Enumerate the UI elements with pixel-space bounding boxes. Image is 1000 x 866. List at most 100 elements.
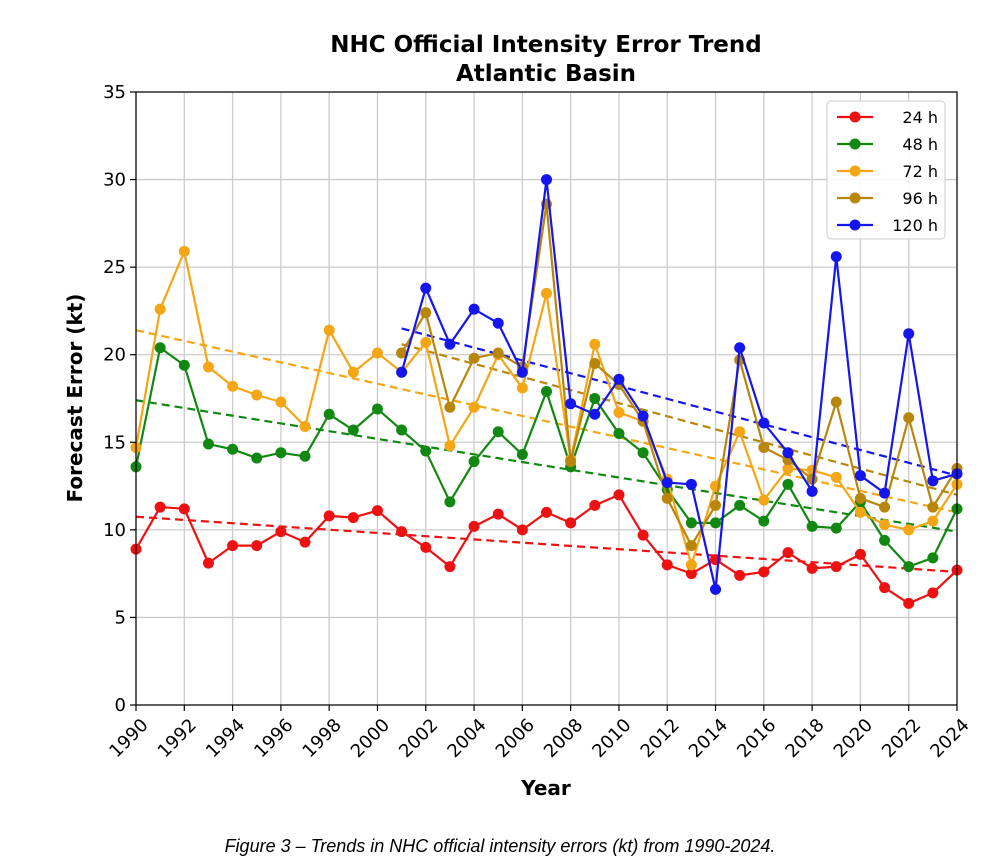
data-point	[927, 552, 939, 564]
data-point	[710, 583, 722, 595]
data-point	[589, 338, 601, 350]
data-point	[710, 517, 722, 529]
data-point	[854, 492, 866, 504]
data-point	[178, 359, 190, 371]
trend-line-2	[135, 329, 958, 514]
legend-item: 48 h	[837, 135, 938, 154]
y-axis-label: Forecast Error (kt)	[63, 294, 87, 503]
data-point	[251, 389, 263, 401]
x-tick-label: 2008	[540, 715, 587, 762]
x-tick-label: 2004	[443, 715, 490, 762]
x-tick-label: 2010	[588, 715, 635, 762]
data-point	[782, 463, 794, 475]
legend-label: 96 h	[902, 189, 938, 208]
legend-item: 72 h	[837, 162, 938, 181]
data-point	[420, 282, 432, 294]
legend-item: 24 h	[837, 108, 938, 127]
x-tick-label: 1998	[299, 715, 346, 762]
data-point	[758, 417, 770, 429]
y-tick-label: 25	[103, 257, 126, 278]
data-point	[903, 524, 915, 536]
data-point	[299, 450, 311, 462]
data-point	[661, 559, 673, 571]
data-point	[565, 456, 577, 468]
legend-swatch-marker	[849, 192, 861, 204]
intensity-error-chart: NHC Official Intensity Error Trend Atlan…	[63, 32, 974, 800]
data-point	[347, 512, 359, 524]
x-tick-label: 1992	[154, 715, 201, 762]
data-point	[251, 540, 263, 552]
data-point	[589, 357, 601, 369]
data-point	[323, 510, 335, 522]
data-point	[396, 366, 408, 378]
data-point	[396, 347, 408, 359]
data-point	[347, 424, 359, 436]
data-point	[323, 324, 335, 336]
data-point	[685, 559, 697, 571]
data-point	[347, 366, 359, 378]
data-point	[613, 373, 625, 385]
data-point	[903, 597, 915, 609]
data-point	[275, 447, 287, 459]
data-point	[565, 517, 577, 529]
data-point	[613, 428, 625, 440]
x-tick-label: 2006	[492, 715, 539, 762]
x-tick-label: 1994	[202, 715, 249, 762]
x-tick-label: 2024	[926, 715, 973, 762]
data-point	[927, 587, 939, 599]
data-point	[927, 501, 939, 513]
data-point	[420, 336, 432, 348]
data-point	[154, 501, 166, 513]
x-axis-label: Year	[520, 776, 571, 800]
data-point	[444, 338, 456, 350]
data-point	[396, 424, 408, 436]
legend: 24 h 48 h 72 h 96 h 120 h	[826, 100, 946, 240]
data-point	[927, 475, 939, 487]
data-point	[758, 442, 770, 454]
data-point	[927, 515, 939, 527]
y-axis-ticks: 0 5 10 15 20 25 30 35	[103, 82, 136, 716]
data-point	[589, 499, 601, 511]
legend-swatch-marker	[849, 165, 861, 177]
data-point	[202, 557, 214, 569]
data-point	[299, 536, 311, 548]
data-point	[806, 473, 818, 485]
legend-swatch-marker	[849, 111, 861, 123]
plot-area	[130, 174, 963, 609]
data-point	[227, 380, 239, 392]
data-point	[541, 174, 552, 186]
data-point	[637, 410, 649, 422]
data-point	[541, 287, 552, 299]
y-tick-label: 0	[115, 695, 126, 716]
data-point	[758, 494, 770, 506]
data-point	[879, 487, 891, 499]
trend-line-0	[135, 515, 958, 573]
legend-item: 96 h	[837, 189, 938, 208]
data-point	[903, 561, 915, 573]
data-point	[879, 534, 891, 546]
data-point	[516, 382, 528, 394]
legend-item: 120 h	[837, 216, 938, 235]
data-point	[516, 449, 528, 461]
data-point	[468, 456, 480, 468]
data-point	[613, 489, 625, 501]
series-3	[396, 198, 963, 552]
data-point	[830, 396, 842, 408]
data-point	[178, 245, 190, 257]
series-0	[130, 489, 963, 609]
data-point	[154, 342, 166, 354]
data-point	[830, 471, 842, 483]
series-4	[396, 174, 963, 595]
data-point	[275, 396, 287, 408]
trend-lines	[135, 327, 958, 573]
data-point	[854, 548, 866, 560]
x-tick-label: 2014	[685, 715, 732, 762]
legend-label: 72 h	[902, 162, 938, 181]
chart-title: NHC Official Intensity Error Trend	[330, 32, 761, 58]
y-tick-label: 15	[103, 432, 126, 453]
trend-line-3	[401, 343, 958, 496]
data-point	[879, 582, 891, 594]
data-point	[251, 452, 263, 464]
data-point	[685, 517, 697, 529]
data-point	[154, 303, 166, 315]
